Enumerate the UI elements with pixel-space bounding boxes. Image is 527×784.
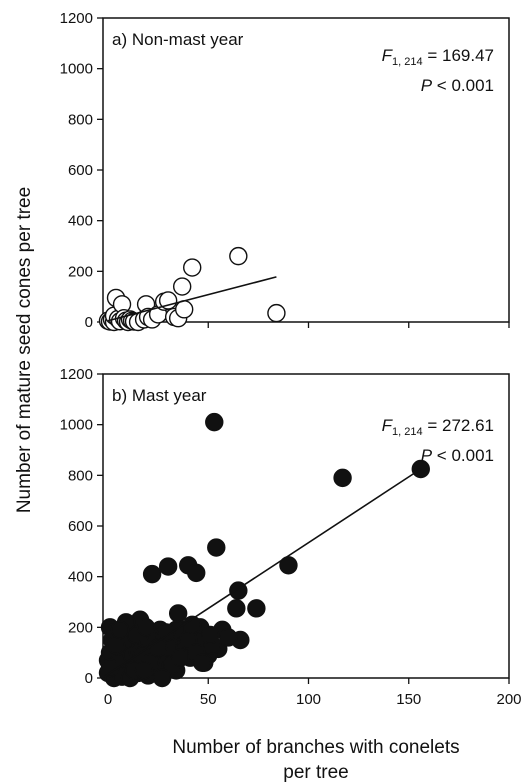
panel-b-p-stat: P < 0.001 [421, 446, 494, 465]
panel-b-points [98, 412, 430, 688]
data-point [229, 246, 248, 266]
panel-b-p-letter: P [421, 446, 433, 465]
y-tick-label: 400 [68, 569, 93, 586]
x-tick-label: 100 [296, 691, 321, 708]
x-tick-label: 200 [496, 691, 521, 708]
data-point [152, 668, 172, 688]
data-point [170, 648, 190, 667]
panel-a-y-ticks: 0 200 400 600 800 1000 1200 [60, 10, 103, 331]
panel-b-f-df: 1, 214 [392, 426, 423, 438]
y-tick-label: 800 [68, 111, 93, 128]
y-tick-label: 200 [68, 263, 93, 280]
y-tick-label: 400 [68, 213, 93, 230]
x-axis-title-line-1: Number of branches with conelets [172, 737, 459, 758]
panel-b-f-stat: F1, 214 = 272.61 [382, 416, 494, 438]
data-point [110, 620, 130, 640]
panel-a-f-letter: F [382, 46, 394, 65]
x-axis-title-line-2: per tree [283, 762, 348, 783]
y-tick-label: 200 [68, 619, 93, 636]
panel-a-p-letter: P [421, 76, 433, 95]
panel-b-y-ticks: 0 200 400 600 800 1000 1200 [60, 366, 103, 687]
data-point [168, 604, 188, 623]
panel-b: 0 200 400 600 800 1000 1200 0 50 100 150 200 b) Ma… [60, 366, 522, 708]
y-tick-label: 0 [85, 314, 93, 331]
panel-b-label: b) Mast year [112, 386, 207, 405]
data-point [134, 661, 154, 680]
data-point [187, 563, 206, 583]
data-point [205, 412, 224, 432]
y-tick-label: 1000 [60, 61, 93, 78]
y-tick-label: 0 [85, 670, 93, 687]
data-point [174, 300, 194, 319]
data-point [201, 625, 220, 645]
panel-a-f-value: = 169.47 [423, 46, 494, 65]
y-tick-label: 1200 [60, 10, 93, 27]
data-point [106, 635, 126, 655]
data-point [267, 303, 286, 323]
data-point [247, 599, 266, 618]
panel-b-f-letter: F [382, 416, 394, 435]
panel-b-regression-line [107, 468, 422, 675]
panel-b-f-value: = 272.61 [423, 416, 494, 435]
y-tick-label: 1200 [60, 366, 93, 383]
data-point [219, 628, 238, 647]
panel-a-p-stat: P < 0.001 [421, 76, 494, 95]
data-point [172, 277, 192, 296]
x-tick-label: 50 [200, 691, 217, 708]
panel-a-f-stat: F1, 214 = 169.47 [382, 46, 494, 68]
data-point [183, 258, 202, 277]
y-axis-title: Number of mature seed cones per tree [14, 187, 35, 513]
data-point [333, 468, 352, 488]
y-tick-label: 1000 [60, 417, 93, 434]
panel-a-label: a) Non-mast year [112, 30, 244, 49]
data-point [227, 599, 246, 618]
panel-b-p-value: < 0.001 [432, 446, 494, 465]
panel-a-f-df: 1, 214 [392, 56, 423, 68]
data-point [193, 653, 212, 672]
y-tick-label: 600 [68, 162, 93, 179]
data-point [158, 557, 178, 576]
data-point [136, 618, 156, 637]
y-tick-label: 600 [68, 518, 93, 535]
x-tick-label: 150 [396, 691, 421, 708]
panel-a-points [98, 246, 286, 332]
panel-b-x-ticks: 0 50 100 150 200 [104, 678, 522, 708]
data-point [142, 564, 162, 584]
data-point [156, 623, 176, 642]
y-tick-label: 800 [68, 467, 93, 484]
data-point [207, 538, 226, 557]
panel-a-regression-line [107, 276, 277, 322]
x-tick-label: 0 [104, 691, 112, 708]
panel-a-p-value: < 0.001 [432, 76, 494, 95]
panel-a: 0 200 400 600 800 1000 1200 a) Non-mast year F… [60, 10, 510, 332]
